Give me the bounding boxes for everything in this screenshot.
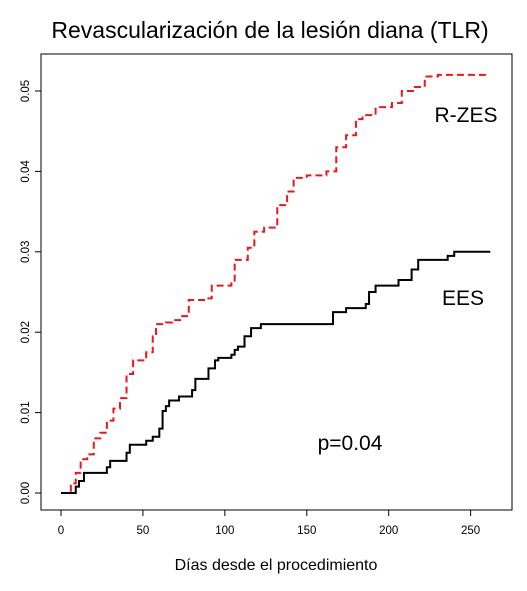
series-label-ees: EES: [442, 287, 484, 310]
x-tick-label: 250: [461, 525, 480, 537]
series-line-ees: [61, 250, 491, 494]
plot-frame: [40, 53, 513, 511]
x-axis-label: Días desde el procedimiento: [175, 557, 378, 574]
series-line-r-zes: [61, 73, 487, 494]
y-tick-label: 0.00: [20, 482, 32, 504]
y-tick-label: 0.03: [20, 241, 32, 263]
x-axis: 0 50 100 150 200 250: [58, 510, 480, 537]
y-axis: 0.00 0.01 0.02 0.03 0.04 0.05: [20, 80, 41, 504]
x-tick-label: 150: [297, 525, 316, 537]
x-tick-label: 50: [137, 525, 150, 537]
y-tick-label: 0.02: [20, 321, 32, 343]
x-tick-label: 0: [58, 525, 64, 537]
x-tick-label: 200: [379, 525, 398, 537]
y-tick-label: 0.01: [20, 401, 32, 423]
series-layer: [61, 73, 491, 494]
p-value-annotation: p=0.04: [318, 432, 383, 455]
x-tick-label: 100: [215, 525, 234, 537]
y-tick-label: 0.05: [20, 80, 32, 102]
series-label-rzes: R-ZES: [435, 104, 498, 127]
y-tick-label: 0.04: [20, 160, 32, 183]
chart-title: Revascularización de la lesión diana (TL…: [51, 17, 488, 43]
